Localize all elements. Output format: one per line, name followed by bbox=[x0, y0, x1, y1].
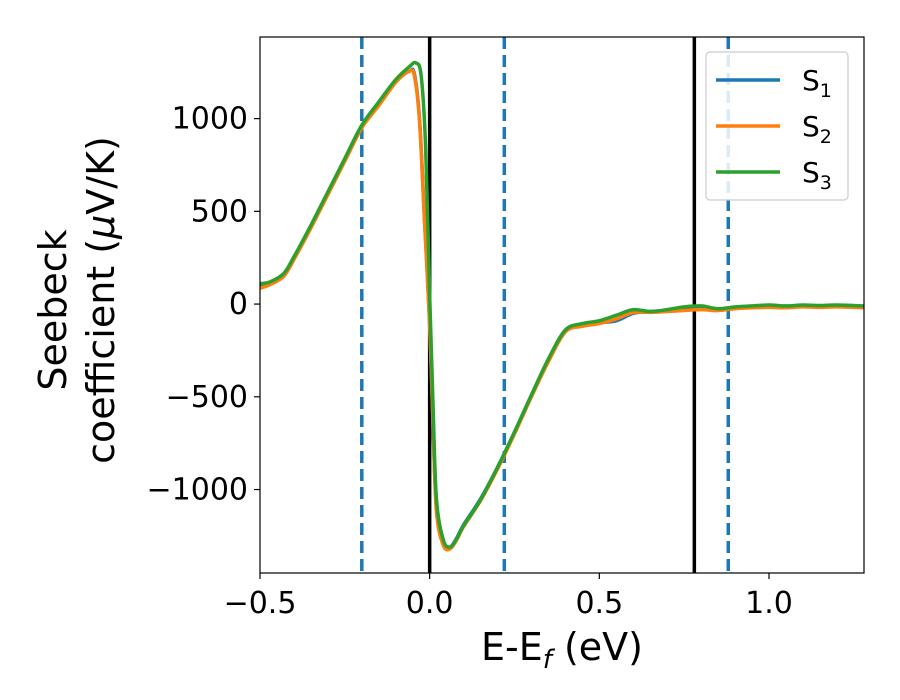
y-axis-label-mu: μ bbox=[79, 215, 123, 240]
y-axis-label-line1: Seebeck bbox=[31, 229, 75, 390]
x-axis-ticks: −0.5 0.0 0.5 1.0 bbox=[224, 573, 793, 621]
legend-label-3: S3 bbox=[802, 156, 832, 194]
y-tick-label: −1000 bbox=[147, 473, 248, 508]
x-tick-label: 0.5 bbox=[575, 586, 623, 621]
y-axis-ticks: −1000 −500 0 500 1000 bbox=[147, 102, 260, 508]
legend-label-2: S2 bbox=[802, 110, 832, 148]
x-tick-label: −0.5 bbox=[224, 586, 297, 621]
x-axis-label-main: E-E bbox=[481, 625, 543, 669]
y-axis-label-line2: coefficient (μV/K) bbox=[79, 136, 123, 464]
y-tick-label: 500 bbox=[191, 194, 248, 229]
x-tick-label: 0.0 bbox=[406, 586, 454, 621]
y-axis-label: Seebeck coefficient (μV/K) bbox=[31, 136, 123, 464]
plot-frame bbox=[259, 36, 865, 574]
legend-label-1: S1 bbox=[802, 64, 832, 102]
legend: S1 S2 S3 bbox=[705, 51, 849, 201]
y-axis-label-post: V/K) bbox=[79, 136, 123, 215]
series-layer bbox=[260, 60, 864, 552]
series-line-3 bbox=[260, 60, 864, 549]
x-tick-label: 1.0 bbox=[745, 586, 793, 621]
x-axis-label: E-Ef (eV) bbox=[481, 625, 643, 675]
y-tick-label: 0 bbox=[229, 287, 248, 322]
y-tick-label: 1000 bbox=[172, 102, 248, 137]
reference-lines bbox=[360, 37, 731, 573]
x-axis-label-unit: (eV) bbox=[552, 625, 643, 669]
y-axis-label-pre: coefficient ( bbox=[79, 239, 123, 464]
y-tick-label: −500 bbox=[166, 380, 248, 415]
